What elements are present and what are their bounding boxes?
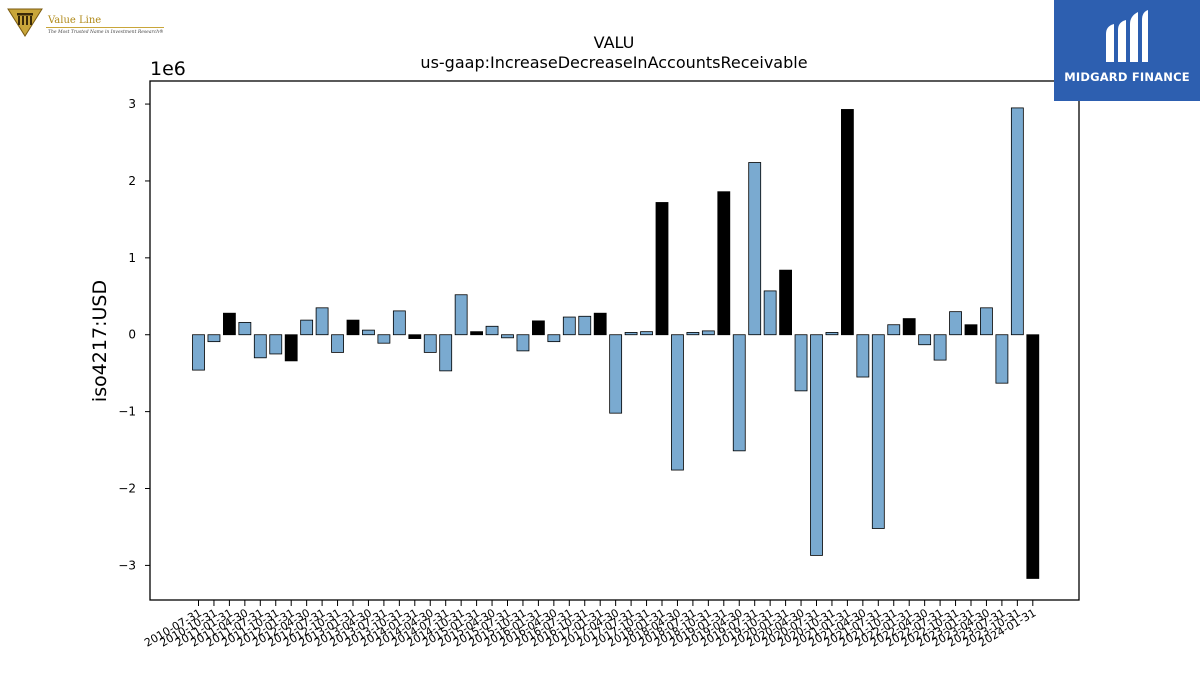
bar-2016-10-31 <box>578 315 592 336</box>
y-tick-label: 1 <box>128 251 136 265</box>
bar-2017-07-31 <box>624 332 638 336</box>
y-axis-label: iso4217:USD <box>89 280 111 402</box>
bar-2015-01-31 <box>470 331 484 336</box>
bar-2011-10-31 <box>269 334 283 355</box>
bar-series <box>192 107 1040 579</box>
chart-title: VALU <box>594 33 635 52</box>
bar-2014-01-31 <box>408 334 422 339</box>
midgard-finance-logo: MIDGARD FINANCE <box>1054 0 1200 101</box>
bar-2020-04-30 <box>794 334 808 392</box>
bar-2022-10-31 <box>949 311 962 336</box>
bar-2022-04-30 <box>918 334 932 346</box>
bar-2014-07-31 <box>439 334 453 372</box>
bar-2017-04-30 <box>609 334 623 414</box>
value-line-logo: Value Line The Most Trusted Name in Inve… <box>6 6 166 40</box>
y-tick-label: −1 <box>118 405 136 419</box>
bar-2020-07-31 <box>810 334 823 556</box>
y-tick-label: 0 <box>128 328 136 342</box>
bar-2010-07-31 <box>192 334 205 371</box>
bar-2021-07-31 <box>871 334 885 529</box>
bar-2012-04-30 <box>300 319 314 336</box>
bar-2020-01-31 <box>779 269 792 336</box>
bar-2013-01-31 <box>346 319 360 336</box>
bar-2022-07-31 <box>933 334 947 361</box>
bar-2013-07-31 <box>377 334 391 344</box>
bar-2017-10-31 <box>640 331 653 336</box>
y-scale-label: 1e6 <box>150 58 186 80</box>
bar-2014-10-31 <box>454 294 468 336</box>
bar-2017-01-31 <box>593 312 607 336</box>
bar-2012-10-31 <box>331 334 344 353</box>
bar-2019-07-31 <box>748 162 762 336</box>
bar-2016-04-30 <box>547 334 561 343</box>
value-line-tagline: The Most Trusted Name in Investment Rese… <box>48 30 164 35</box>
bar-2016-01-31 <box>532 320 545 336</box>
bar-2012-01-31 <box>284 334 298 362</box>
bar-2014-04-30 <box>423 334 437 353</box>
bar-2023-04-30 <box>980 307 993 336</box>
x-axis: 2010-07-312010-10-312011-01-312011-04-30… <box>142 600 1038 650</box>
midgard-emblem-icon <box>1106 10 1148 62</box>
bar-2013-04-30 <box>362 329 375 336</box>
y-tick-label: −3 <box>118 558 136 572</box>
bar-2023-07-31 <box>995 334 1009 384</box>
bar-2022-01-31 <box>902 318 916 336</box>
value-line-rule <box>46 27 164 28</box>
bar-2015-10-31 <box>516 334 530 352</box>
bar-2024-01-31 <box>1026 334 1040 579</box>
midgard-name: MIDGARD FINANCE <box>1064 70 1190 84</box>
y-tick-label: −2 <box>118 482 136 496</box>
bar-2015-07-31 <box>501 334 514 339</box>
bar-2011-04-30 <box>238 322 252 336</box>
bar-2019-04-30 <box>732 334 746 452</box>
value-line-name: Value Line <box>48 15 102 26</box>
bar-2013-10-31 <box>392 310 406 336</box>
bar-2016-07-31 <box>562 316 576 336</box>
bar-2012-07-31 <box>315 307 329 336</box>
bar-2021-04-30 <box>856 334 870 378</box>
bar-2010-10-31 <box>207 334 221 343</box>
bar-2011-01-31 <box>222 312 236 336</box>
bar-2020-10-31 <box>825 332 839 336</box>
bar-2019-10-31 <box>763 290 777 336</box>
y-tick-label: 3 <box>128 97 136 111</box>
bar-2019-01-31 <box>717 191 731 336</box>
bar-2018-07-31 <box>686 332 700 336</box>
bar-2021-10-31 <box>887 324 901 336</box>
bar-2018-10-31 <box>701 330 715 336</box>
plot-frame <box>149 80 1080 601</box>
bar-2021-01-31 <box>841 109 854 336</box>
bar-2015-04-30 <box>485 325 499 336</box>
bar-2023-01-31 <box>964 324 978 336</box>
y-tick-label: 2 <box>128 174 136 188</box>
chart-subtitle: us-gaap:IncreaseDecreaseInAccountsReceiv… <box>420 53 807 72</box>
y-axis: −3 −2 −1 0 1 2 3 <box>118 97 150 572</box>
bar-2023-10-31 <box>1010 107 1024 336</box>
bar-2018-04-30 <box>671 334 684 471</box>
value-line-emblem-icon <box>7 8 43 37</box>
bar-2011-07-31 <box>253 334 267 359</box>
bar-2018-01-31 <box>655 202 669 336</box>
